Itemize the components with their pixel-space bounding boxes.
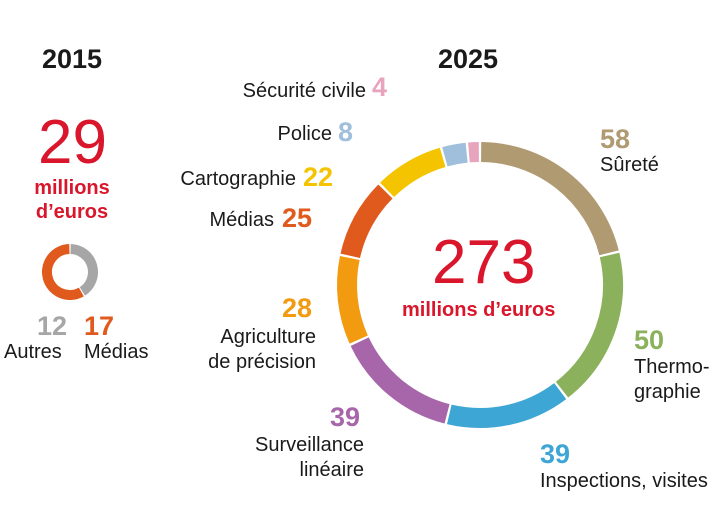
category-label-securite-civile: Sécurité civile [242,80,366,102]
donut-2025-slice-3 [350,337,450,424]
category-label-cartographie: Cartographie [180,168,296,190]
value-label-surveillance: 39 [330,402,361,432]
year-2025-title: 2025 [438,44,499,74]
total-2015-unit-line2: d’euros [35,201,109,223]
donut-2015-slice-0 [70,244,98,296]
total-2015-value: 29 [38,108,107,177]
donut-2025-slice-2 [446,382,567,428]
value-label-cartographie: 22 [303,162,334,192]
category-label-inspections: Inspections, visites [540,470,708,492]
donut-2015-slice-1 [42,244,84,300]
total-2025-value: 273 [432,228,536,297]
category-label-surete: Sûreté [600,154,659,176]
category-label-medias: Médias [209,209,274,231]
category-label-agriculture-line2: de précision [208,351,316,373]
donut-2025-slice-6 [380,147,446,198]
category-label-thermographie-line1: Thermo- [634,356,710,378]
donut-2015 [42,244,98,300]
value-label-inspections: 39 [540,439,571,469]
donut-2025-slice-4 [337,256,368,344]
donut-2025-slice-5 [340,184,393,259]
value-label-2015-medias: 17 [84,311,115,341]
category-label-police: Police [277,123,332,145]
donut-2025 [337,142,623,428]
total-2015-unit-line1: millions [34,177,110,199]
value-label-agriculture: 28 [282,293,313,323]
value-label-securite-civile: 4 [372,72,388,102]
value-label-thermographie: 50 [634,325,665,355]
donut-2025-slice-7 [442,142,468,167]
category-label-2015-autres: Autres [4,341,62,363]
value-label-surete: 58 [600,124,631,154]
value-label-police: 8 [338,117,354,147]
value-label-2015-autres: 12 [37,311,68,341]
year-2015-title: 2015 [42,44,103,74]
donut-2025-slice-0 [480,142,619,256]
donut-2025-slice-1 [555,252,623,398]
category-label-surveillance-line1: Surveillance [255,434,364,456]
category-label-surveillance-line2: linéaire [299,459,364,481]
value-label-medias: 25 [282,203,313,233]
total-2025-unit: millions d’euros [402,299,556,321]
category-label-agriculture-line1: Agriculture [220,326,316,348]
category-label-2015-medias: Médias [84,341,149,363]
category-label-thermographie-line2: graphie [634,381,701,403]
